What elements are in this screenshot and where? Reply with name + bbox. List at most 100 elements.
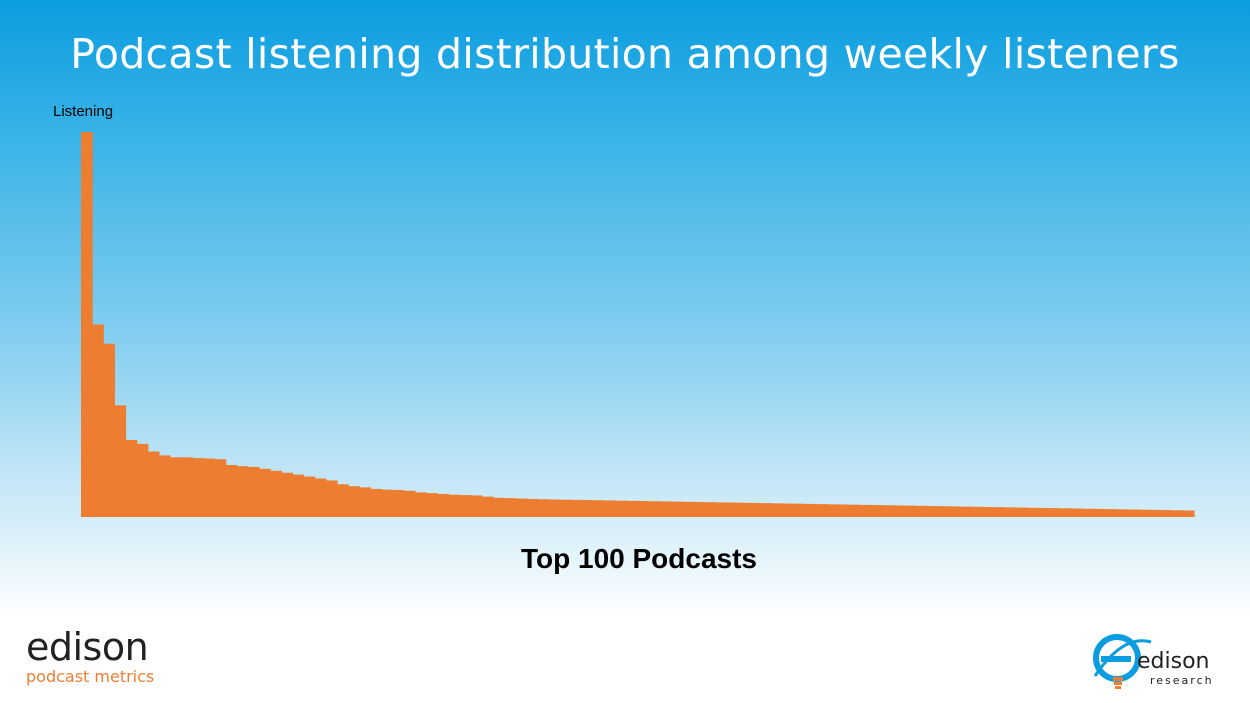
bar-podcast-19 [281, 472, 294, 517]
globe-e-icon [1093, 634, 1152, 689]
bar-podcast-14 [225, 465, 238, 517]
bar-podcast-97 [1149, 509, 1162, 517]
bar-podcast-76 [915, 505, 928, 517]
bar-podcast-46 [581, 500, 594, 517]
y-axis-label: Listening [53, 103, 114, 120]
bar-podcast-53 [659, 501, 672, 517]
bar-podcast-35 [459, 495, 472, 518]
bar-podcast-73 [882, 505, 895, 517]
bar-podcast-38 [492, 497, 505, 517]
edison-research-logo: edison research [1093, 632, 1223, 692]
bar-podcast-11 [192, 458, 205, 518]
logo-right-sub: research [1150, 674, 1214, 687]
bar-podcast-52 [648, 501, 661, 517]
bar-podcast-48 [604, 500, 616, 517]
bar-podcast-55 [682, 501, 694, 517]
bar-podcast-91 [1082, 508, 1095, 517]
bar-podcast-80 [960, 506, 972, 518]
bar-podcast-37 [481, 496, 494, 518]
bar-podcast-20 [292, 474, 305, 517]
bar-podcast-74 [893, 505, 906, 517]
bar-podcast-88 [1049, 508, 1062, 517]
bar-podcast-83 [993, 507, 1006, 517]
bar-podcast-25 [348, 486, 360, 517]
bar-podcast-89 [1060, 508, 1073, 517]
bar-podcast-28 [381, 489, 394, 518]
bar-podcast-100 [1182, 510, 1195, 517]
logo-right-brand: edison [1137, 649, 1210, 674]
x-axis-label: Top 100 Podcasts [520, 543, 757, 574]
bar-podcast-69 [837, 504, 850, 517]
bar-podcast-84 [1004, 507, 1017, 518]
bar-podcast-64 [782, 503, 794, 517]
bar-podcast-44 [559, 499, 572, 517]
bar-podcast-63 [771, 503, 783, 517]
bar-podcast-58 [715, 502, 728, 517]
bar-podcast-90 [1071, 508, 1084, 517]
bar-podcast-10 [181, 457, 193, 517]
bar-podcast-96 [1138, 509, 1151, 517]
bar-podcast-57 [704, 502, 717, 517]
bar-podcast-47 [592, 500, 605, 517]
bar-podcast-18 [270, 470, 282, 517]
bar-podcast-15 [236, 466, 249, 517]
bar-podcast-67 [815, 504, 828, 517]
bar-podcast-7 [147, 451, 160, 517]
bar-podcast-82 [982, 506, 995, 517]
bar-podcast-31 [414, 492, 427, 517]
bar-podcast-51 [637, 501, 650, 517]
bar-podcast-36 [470, 495, 483, 517]
bar-podcast-98 [1160, 510, 1173, 517]
bar-podcast-24 [336, 484, 349, 517]
bar-podcast-3 [103, 343, 115, 517]
bar-podcast-92 [1093, 508, 1106, 518]
edison-podcast-metrics-logo: edison podcast metrics [26, 628, 154, 686]
bar-podcast-99 [1171, 510, 1184, 517]
bar-podcast-42 [537, 499, 550, 517]
logo-sub-text: podcast metrics [26, 667, 155, 686]
bar-podcast-79 [949, 506, 961, 517]
bar-podcast-56 [693, 501, 705, 518]
bar-podcast-29 [392, 490, 405, 517]
bar-podcast-40 [515, 498, 527, 517]
bar-podcast-9 [170, 457, 182, 517]
bar-podcast-94 [1116, 509, 1128, 517]
bar-podcast-22 [314, 478, 327, 517]
bar-podcast-65 [793, 503, 806, 517]
bar-podcast-60 [737, 502, 750, 517]
bar-podcast-33 [437, 493, 449, 517]
bar-podcast-68 [826, 504, 839, 518]
bar-podcast-61 [748, 502, 761, 517]
bar-podcast-6 [136, 443, 149, 517]
bar-podcast-78 [938, 506, 950, 517]
bar-podcast-17 [259, 468, 271, 518]
bar-podcast-27 [370, 488, 383, 517]
bar-podcast-16 [247, 466, 260, 517]
bar-podcast-45 [570, 499, 583, 517]
logo-brand-text: edison [26, 625, 149, 669]
bar-podcast-81 [971, 506, 984, 517]
bar-podcast-95 [1127, 509, 1139, 517]
bar-podcast-62 [759, 503, 772, 517]
bar-podcast-34 [448, 494, 461, 517]
bar-podcast-39 [503, 498, 516, 517]
bar-podcast-75 [904, 505, 917, 517]
bar-podcast-2 [92, 324, 104, 517]
bar-podcast-4 [114, 405, 127, 517]
bar-podcast-8 [158, 455, 171, 517]
bar-podcast-54 [670, 501, 683, 517]
bar-podcast-41 [526, 498, 538, 517]
chart-title: Podcast listening distribution among wee… [70, 30, 1180, 78]
bar-podcast-21 [303, 476, 316, 517]
bar-podcast-1 [81, 132, 93, 517]
bar-podcast-70 [848, 504, 861, 517]
bar-podcast-93 [1104, 509, 1117, 517]
bar-podcast-5 [125, 440, 138, 517]
bar-podcast-86 [1027, 507, 1039, 517]
bar-podcast-50 [626, 500, 639, 517]
bar-podcast-23 [325, 480, 338, 518]
bar-podcast-43 [548, 499, 561, 517]
bar-podcast-85 [1015, 507, 1028, 517]
bar-podcast-66 [804, 503, 817, 517]
